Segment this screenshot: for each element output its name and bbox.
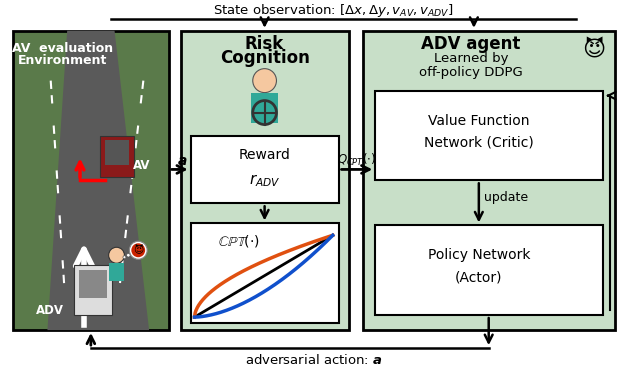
Text: 😈: 😈 xyxy=(133,245,143,255)
Circle shape xyxy=(123,256,126,259)
Bar xyxy=(105,141,130,165)
Text: State observation: [$\Delta x,\Delta y, v_{AV},v_{ADV}$]: State observation: [$\Delta x,\Delta y, … xyxy=(213,2,454,19)
Text: Environment: Environment xyxy=(17,54,107,67)
Text: Network (Critic): Network (Critic) xyxy=(424,135,534,149)
Text: 😈: 😈 xyxy=(582,38,605,59)
Bar xyxy=(108,263,125,281)
Circle shape xyxy=(126,253,130,257)
Text: Value Function: Value Function xyxy=(428,114,529,128)
Text: AV  evaluation: AV evaluation xyxy=(12,42,113,55)
Text: adversarial action: $\boldsymbol{a}$: adversarial action: $\boldsymbol{a}$ xyxy=(245,353,383,367)
Bar xyxy=(190,135,339,204)
Bar xyxy=(375,91,603,181)
Text: ADV: ADV xyxy=(37,304,64,317)
Bar xyxy=(180,31,348,330)
Text: Reward: Reward xyxy=(239,148,291,162)
Text: $\boldsymbol{a}$: $\boldsymbol{a}$ xyxy=(177,154,187,168)
Text: off-policy DDPG: off-policy DDPG xyxy=(419,66,523,79)
Bar xyxy=(100,135,135,178)
Bar xyxy=(363,31,615,330)
Text: AV: AV xyxy=(133,159,150,172)
Bar xyxy=(74,265,112,315)
Text: $Q_{CPT}(\cdot)$: $Q_{CPT}(\cdot)$ xyxy=(337,151,376,168)
Text: Policy Network: Policy Network xyxy=(428,248,530,262)
Bar xyxy=(190,223,339,323)
Bar xyxy=(13,31,169,330)
Text: (Actor): (Actor) xyxy=(455,270,503,284)
Polygon shape xyxy=(47,31,149,330)
Circle shape xyxy=(130,241,147,259)
Circle shape xyxy=(130,250,135,254)
Text: $r_{ADV}$: $r_{ADV}$ xyxy=(249,172,280,189)
Text: $\mathbb{C}\mathbb{P}\mathbb{T}(\cdot)$: $\mathbb{C}\mathbb{P}\mathbb{T}(\cdot)$ xyxy=(218,233,260,249)
Text: update: update xyxy=(484,191,528,204)
Circle shape xyxy=(108,247,125,263)
Text: ADV agent: ADV agent xyxy=(421,35,521,53)
Text: Cognition: Cognition xyxy=(219,49,309,67)
Bar xyxy=(375,225,603,315)
Text: Learned by: Learned by xyxy=(433,52,508,65)
Circle shape xyxy=(253,69,277,92)
Text: Risk: Risk xyxy=(245,35,284,53)
Circle shape xyxy=(131,243,145,257)
Bar xyxy=(250,92,278,122)
Bar xyxy=(79,270,107,298)
